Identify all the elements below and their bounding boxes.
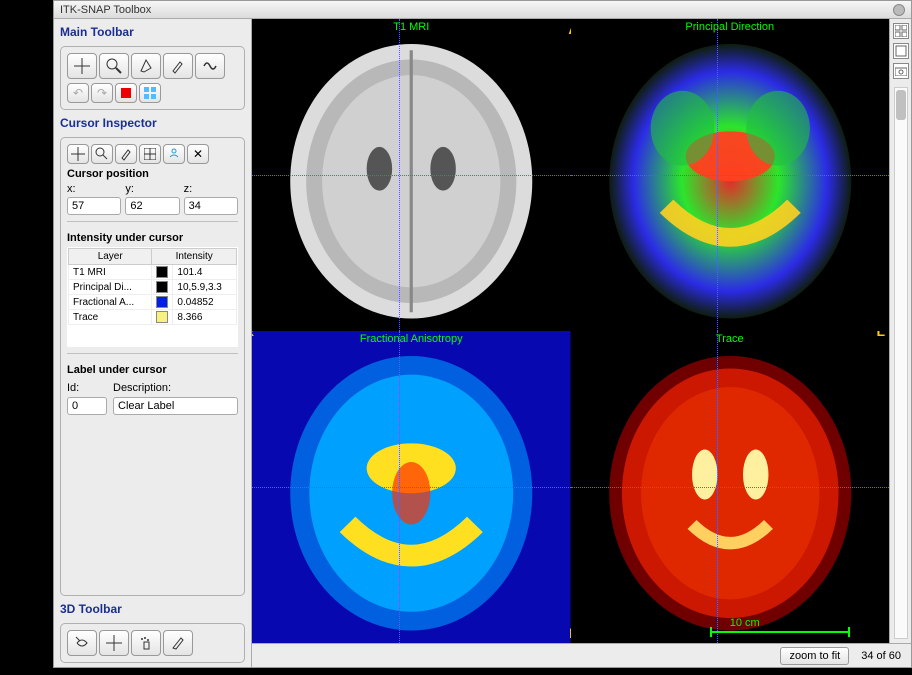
three-d-toolbar-group [60, 623, 245, 663]
cursor-inspector-title: Cursor Inspector [60, 116, 245, 130]
desc-label: Description: [113, 382, 238, 394]
titlebar: ITK-SNAP Toolbox [54, 1, 911, 19]
titlebar-button-icon[interactable] [893, 4, 905, 16]
app-window: ITK-SNAP Toolbox Main Toolbar ↶ ↷ [53, 0, 912, 668]
cursor-position-label: Cursor position [67, 168, 238, 180]
table-row[interactable]: Principal Di... 10,5.9,3.3 [69, 280, 237, 295]
viewer-grid: T1 MRI A [252, 19, 889, 643]
zoom-tool[interactable] [99, 53, 129, 79]
sidebar: Main Toolbar ↶ ↷ Cursor Inspector [54, 19, 252, 667]
three-d-toolbar-title: 3D Toolbar [60, 602, 245, 616]
three-d-trackball-tool[interactable] [67, 630, 97, 656]
layout-button[interactable] [139, 83, 161, 103]
slice-counter: 34 of 60 [861, 650, 901, 662]
polygon-tool[interactable] [131, 53, 161, 79]
expand-icon[interactable] [893, 43, 909, 59]
slice-scrollbar[interactable] [894, 87, 908, 639]
col-layer[interactable]: Layer [69, 249, 152, 265]
three-d-spray-tool[interactable] [131, 630, 161, 656]
layer-inspector-button[interactable] [115, 83, 137, 103]
col-intensity[interactable]: Intensity [152, 249, 237, 265]
viewer-footer: zoom to fit 34 of 60 [252, 643, 911, 667]
id-input[interactable] [67, 397, 107, 415]
scale-bar [710, 631, 850, 633]
main-toolbar-group: ↶ ↷ [60, 46, 245, 110]
view-fractional-anisotropy[interactable]: Fractional Anisotropy R P [252, 331, 571, 643]
viewer: T1 MRI A [252, 19, 911, 667]
content: Main Toolbar ↶ ↷ Cursor Inspector [54, 19, 911, 667]
cell-layer: Fractional A... [69, 295, 152, 310]
cursor-tab-brush[interactable] [115, 144, 137, 164]
cursor-tab-crosshair[interactable] [67, 144, 89, 164]
crosshair-h [571, 175, 890, 176]
z-input[interactable] [184, 197, 238, 215]
view-t1[interactable]: T1 MRI A [252, 19, 571, 331]
view-trace-title: Trace [716, 333, 744, 345]
color-swatch [156, 281, 168, 293]
scroll-thumb[interactable] [896, 90, 906, 120]
undo-button[interactable]: ↶ [67, 83, 89, 103]
cursor-tab-sync[interactable] [163, 144, 185, 164]
y-label: y: [125, 183, 179, 195]
red-square-icon [121, 88, 131, 98]
zoom-to-fit-button[interactable]: zoom to fit [780, 647, 849, 665]
cell-layer: Trace [69, 310, 152, 325]
view-t1-title: T1 MRI [393, 21, 429, 33]
screenshot-icon[interactable] [893, 63, 909, 79]
view-pd-title: Principal Direction [685, 21, 774, 33]
cell-layer: Principal Di... [69, 280, 152, 295]
x-input[interactable] [67, 197, 121, 215]
table-row[interactable]: Trace 8.366 [69, 310, 237, 325]
table-row[interactable]: Fractional A... 0.04852 [69, 295, 237, 310]
label-under-cursor-label: Label under cursor [67, 364, 238, 376]
orient-A: A [568, 21, 570, 37]
intensity-label: Intensity under cursor [67, 232, 238, 244]
cell-intensity: 101.4 [173, 265, 237, 280]
table-row[interactable]: T1 MRI 101.4 [69, 265, 237, 280]
id-label: Id: [67, 382, 107, 394]
orient-L: L [876, 331, 885, 339]
color-swatch [156, 266, 168, 278]
z-label: z: [184, 183, 238, 195]
intensity-table: Layer Intensity T1 MRI101.4Principal Di.… [68, 248, 237, 325]
window-title: ITK-SNAP Toolbox [60, 4, 151, 16]
crosshair-h [252, 175, 571, 176]
cursor-tab-zoom[interactable] [91, 144, 113, 164]
x-label: x: [67, 183, 121, 195]
right-tool-strip [889, 19, 911, 643]
orient-P: P [569, 625, 570, 641]
snake-tool[interactable] [195, 53, 225, 79]
view-principal-direction[interactable]: Principal Direction [571, 19, 890, 331]
cell-intensity: 10,5.9,3.3 [173, 280, 237, 295]
cell-layer: T1 MRI [69, 265, 152, 280]
color-swatch [156, 311, 168, 323]
crosshair-h [252, 487, 571, 488]
three-d-crosshair-tool[interactable] [99, 630, 129, 656]
paintbrush-tool[interactable] [163, 53, 193, 79]
three-d-scalpel-tool[interactable] [163, 630, 193, 656]
crosshair-tool[interactable] [67, 53, 97, 79]
y-input[interactable] [125, 197, 179, 215]
crosshair-h [571, 487, 890, 488]
desc-input[interactable] [113, 397, 238, 415]
cursor-tab-tools[interactable]: ✕ [187, 144, 209, 164]
view-trace[interactable]: Trace L [571, 331, 890, 643]
redo-button[interactable]: ↷ [91, 83, 113, 103]
layout-icon[interactable] [893, 23, 909, 39]
cell-intensity: 8.366 [173, 310, 237, 325]
cursor-tab-grid[interactable] [139, 144, 161, 164]
scale-text: 10 cm [730, 617, 760, 629]
intensity-table-wrap: Layer Intensity T1 MRI101.4Principal Di.… [67, 247, 238, 347]
cursor-inspector-group: ✕ Cursor position x: y: z: Intensity und… [60, 137, 245, 596]
orient-R: R [252, 331, 254, 339]
main-toolbar-title: Main Toolbar [60, 25, 245, 39]
color-swatch [156, 296, 168, 308]
cell-intensity: 0.04852 [173, 295, 237, 310]
view-fa-title: Fractional Anisotropy [360, 333, 463, 345]
